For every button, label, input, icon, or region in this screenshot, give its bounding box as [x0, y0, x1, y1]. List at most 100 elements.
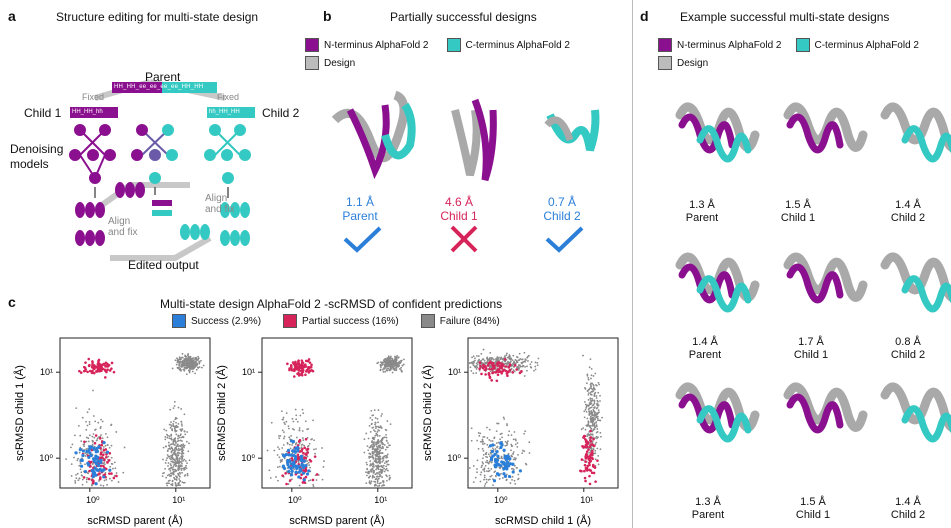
scatter-point	[183, 368, 186, 371]
scatter-point	[587, 420, 590, 423]
scatter-point	[71, 443, 74, 446]
scatter-point	[506, 356, 509, 359]
scatter-point	[282, 416, 285, 419]
scatter-point	[500, 432, 503, 435]
scatter-point	[176, 443, 179, 446]
scatter-point	[485, 455, 487, 458]
scatter-point	[96, 468, 100, 472]
scatter-point	[197, 358, 200, 361]
scatter-point	[391, 366, 393, 369]
scatter-point	[162, 472, 164, 475]
scatter-point	[105, 450, 110, 454]
scatter-point	[594, 426, 597, 429]
scatter-point	[400, 370, 403, 372]
scatter-point	[79, 468, 82, 471]
scatter-point	[315, 448, 317, 450]
scatter-point	[74, 482, 77, 484]
scatter-point	[508, 457, 512, 461]
scatter-point	[397, 361, 400, 364]
scatter-point	[390, 360, 393, 363]
scatter-point	[389, 476, 392, 479]
scatter-point	[373, 470, 375, 472]
scatter-point	[591, 417, 594, 420]
scatter-point	[489, 365, 492, 368]
scatter-point	[383, 462, 386, 465]
scatter-point	[65, 458, 68, 461]
x-tick-label: 10¹	[374, 495, 387, 505]
scatter-point	[524, 360, 526, 363]
scatter-point	[534, 361, 537, 364]
scatter-point	[595, 397, 598, 399]
scatter-point	[104, 369, 108, 373]
scatter-point	[511, 478, 513, 481]
d-name: Child 1	[795, 509, 831, 521]
scatter-point	[585, 407, 587, 409]
scatter-point	[526, 365, 528, 368]
scatter-point	[92, 470, 96, 475]
scatter-point	[387, 362, 390, 365]
scatter-point	[368, 446, 371, 449]
scatter-point	[172, 424, 175, 427]
scatter-point	[377, 425, 379, 428]
b-name-2: Child 2	[543, 209, 581, 223]
scatter-point	[87, 364, 91, 368]
scatter-point	[84, 463, 86, 466]
scatter-point	[289, 438, 291, 441]
scatter-point	[490, 461, 493, 464]
scatter-point	[521, 452, 524, 455]
scatter-point	[519, 358, 522, 360]
scatter-point	[489, 460, 491, 463]
scatter-point	[383, 444, 386, 446]
scatter-point	[377, 477, 380, 480]
scatter-point	[495, 379, 499, 383]
scatter-point	[175, 485, 178, 487]
scatter-point	[510, 367, 513, 370]
scatter-point	[304, 456, 308, 460]
scatter-point	[488, 367, 491, 371]
scatter-point	[395, 356, 398, 359]
scatter-point	[177, 461, 180, 464]
scatter-point	[595, 424, 598, 426]
b-rmsd-2: 0.7 Å	[547, 195, 577, 209]
scatter-point	[500, 357, 503, 360]
scatter-point	[597, 391, 600, 394]
scatter-point	[76, 472, 79, 475]
scatter-point	[188, 367, 191, 370]
scatter-point	[496, 364, 499, 367]
scatter-plot-2: 10⁰ 10⁰ 10¹ 10¹ scRMSD parent (Å) scRMSD chil…	[215, 337, 413, 527]
scatter-point	[292, 449, 297, 453]
scatter-point	[292, 420, 295, 423]
scatter-point	[503, 360, 506, 363]
scatter-point	[367, 449, 370, 452]
scatter-point	[378, 453, 380, 456]
scatter-point	[592, 403, 595, 406]
scatter-point	[397, 364, 400, 366]
scatter-point	[507, 474, 512, 479]
scatter-point	[181, 360, 184, 362]
scatter-point	[314, 452, 316, 455]
scatter-point	[495, 442, 498, 445]
scatter-point	[110, 456, 113, 459]
scatter-point	[513, 431, 516, 433]
scatter-point	[306, 445, 309, 448]
scatter-point	[522, 449, 524, 452]
scatter-point	[367, 437, 370, 440]
scatter-point	[585, 450, 589, 453]
parent-sequence: HH_HH_ee_ee_ee_ee_HH_HH	[114, 84, 204, 90]
scatter-point	[92, 447, 96, 451]
scatter-point	[389, 423, 392, 425]
scatter-point	[497, 422, 500, 425]
scatter-point	[472, 465, 475, 467]
d-cap-1-2: 0.8 Å Child 2	[868, 336, 948, 362]
scatter-point	[178, 444, 181, 447]
d-rmsd: 1.3 Å	[689, 199, 715, 211]
scatter-point	[376, 472, 378, 475]
scatter-point	[374, 457, 377, 460]
scatter-point	[176, 456, 179, 459]
scatter-point	[76, 459, 79, 462]
scatter-point	[86, 370, 89, 374]
scatter-point	[374, 423, 376, 426]
scatter-point	[381, 441, 384, 444]
align-fix-left: Align and fix	[108, 216, 138, 238]
scatter-point	[389, 359, 391, 362]
